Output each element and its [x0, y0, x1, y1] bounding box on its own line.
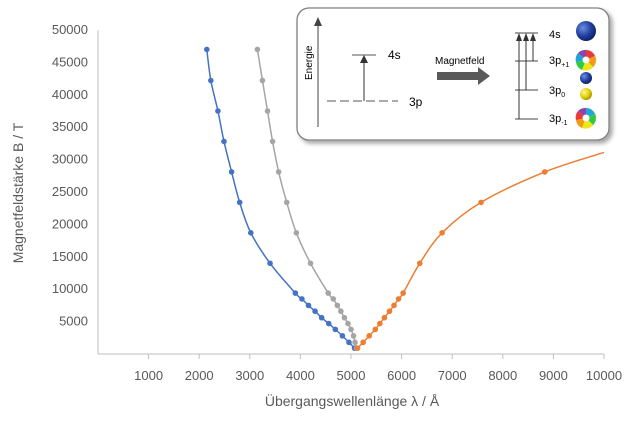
series-2-point [259, 77, 266, 84]
y-tick-label: 40000 [52, 87, 88, 102]
series-1-point [292, 290, 299, 296]
label-3p-left: 3p [409, 95, 423, 109]
series-3-point [381, 314, 388, 321]
y-tick-label: 50000 [52, 22, 88, 37]
x-tick-label: 7000 [438, 368, 467, 383]
x-tick-label: 2000 [185, 368, 214, 383]
series-2-point [350, 333, 357, 339]
magnetfeld-arrow [437, 67, 490, 85]
y-tick-label: 10000 [52, 281, 88, 296]
series-3-point [354, 345, 361, 351]
series-3-line [357, 151, 605, 349]
series-2-point [264, 108, 271, 114]
series-1-point [215, 108, 221, 114]
y-tick-label: 45000 [52, 54, 88, 69]
y-tick-label: 15000 [52, 249, 88, 264]
x-axis-title: Übergangswellenlänge λ / Å [265, 392, 440, 409]
label-4s-left: 4s [388, 48, 401, 62]
series-2-point [283, 199, 290, 206]
orbital-3p-plus1-icon [575, 49, 597, 71]
x-tick-label: 9000 [539, 368, 568, 383]
series-1-point [221, 138, 227, 145]
y-tick-label: 35000 [52, 119, 88, 134]
series-2-point [275, 169, 282, 175]
x-tick-label: 3000 [235, 368, 264, 383]
label-3p-0: 3p0 [549, 85, 565, 99]
series-1-point [236, 199, 243, 206]
series-2-point [334, 302, 341, 309]
series-1-point [318, 314, 325, 321]
series-1-point [248, 230, 254, 236]
y-tick-label: 25000 [52, 184, 88, 199]
transition-minus1-head [516, 33, 522, 41]
series-1-point [203, 46, 210, 53]
x-tick-label: 5000 [337, 368, 366, 383]
transition-arrowhead-left [360, 55, 368, 63]
magnetfeld-label: Magnetfeld [435, 56, 484, 67]
x-tick-label: 6000 [387, 368, 416, 383]
y-axis-title: Magnetfeldstärke B / T [10, 122, 26, 263]
series-3-point [478, 199, 484, 206]
series-2-point [348, 326, 354, 333]
y-tick-label: 20000 [52, 216, 88, 231]
series-3-point [386, 308, 393, 315]
series-2-point [307, 260, 314, 267]
orbital-4s-icon [576, 21, 596, 41]
series-1-point [299, 296, 305, 302]
series-2-point [293, 230, 300, 236]
series-1-point [325, 320, 332, 327]
x-tick-label: 10000 [586, 368, 622, 383]
series-3-point [366, 333, 373, 339]
series-3-point [395, 296, 402, 302]
series-2-point [269, 138, 276, 145]
series-1-point [228, 169, 235, 175]
series-3-point [439, 230, 445, 236]
series-2-point [345, 320, 351, 327]
series-3-point [541, 169, 548, 175]
x-tick-label: 8000 [488, 368, 517, 383]
label-4s-right: 4s [549, 29, 561, 41]
series-3-point [377, 320, 383, 327]
plot-area: 1000 2000 3000 4000 5000 6000 7000 8000 9000 1000… [52, 22, 622, 383]
series-2-point [254, 46, 261, 53]
series-3-point [400, 290, 406, 296]
y-tick-label: 5000 [59, 314, 88, 329]
y-tick-label: 30000 [52, 152, 88, 167]
series-2-point [352, 339, 358, 346]
series-1-point [332, 326, 339, 333]
series-1-point [267, 260, 273, 267]
series-1-point [339, 333, 346, 339]
energy-axis-arrowhead [314, 17, 322, 26]
orbital-3p-minus1-icon [575, 107, 597, 129]
transition-0-head [523, 33, 529, 41]
series-1-point [312, 308, 318, 315]
series-3-point [372, 326, 379, 333]
x-tick-label: 4000 [286, 368, 315, 383]
series-3-point [391, 302, 397, 309]
transition-plus1-head [530, 33, 536, 41]
series-2-point [325, 290, 332, 296]
orbital-3p-0-icon [580, 72, 592, 100]
series-1-point [346, 339, 352, 346]
energy-axis-label: Energie [304, 45, 315, 80]
series-3-point [360, 339, 366, 346]
energy-level-inset: Energie 4s 3p Magnetfeld 4s 3p+1 3p0 3p-… [296, 7, 610, 141]
series-1-point [305, 302, 312, 309]
series-1-point [208, 77, 214, 84]
series-2-point [338, 308, 344, 315]
series-2-point [330, 296, 337, 302]
series-3-point [417, 260, 423, 267]
series-2-point [341, 314, 348, 321]
x-tick-label: 1000 [134, 368, 163, 383]
